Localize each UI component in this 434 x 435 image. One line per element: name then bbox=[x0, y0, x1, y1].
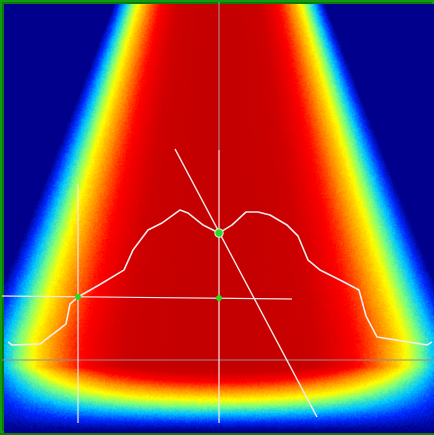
center-intersection-handle[interactable] bbox=[216, 295, 222, 301]
peak-handle[interactable] bbox=[215, 229, 223, 237]
left-intersection-handle[interactable] bbox=[75, 294, 81, 300]
